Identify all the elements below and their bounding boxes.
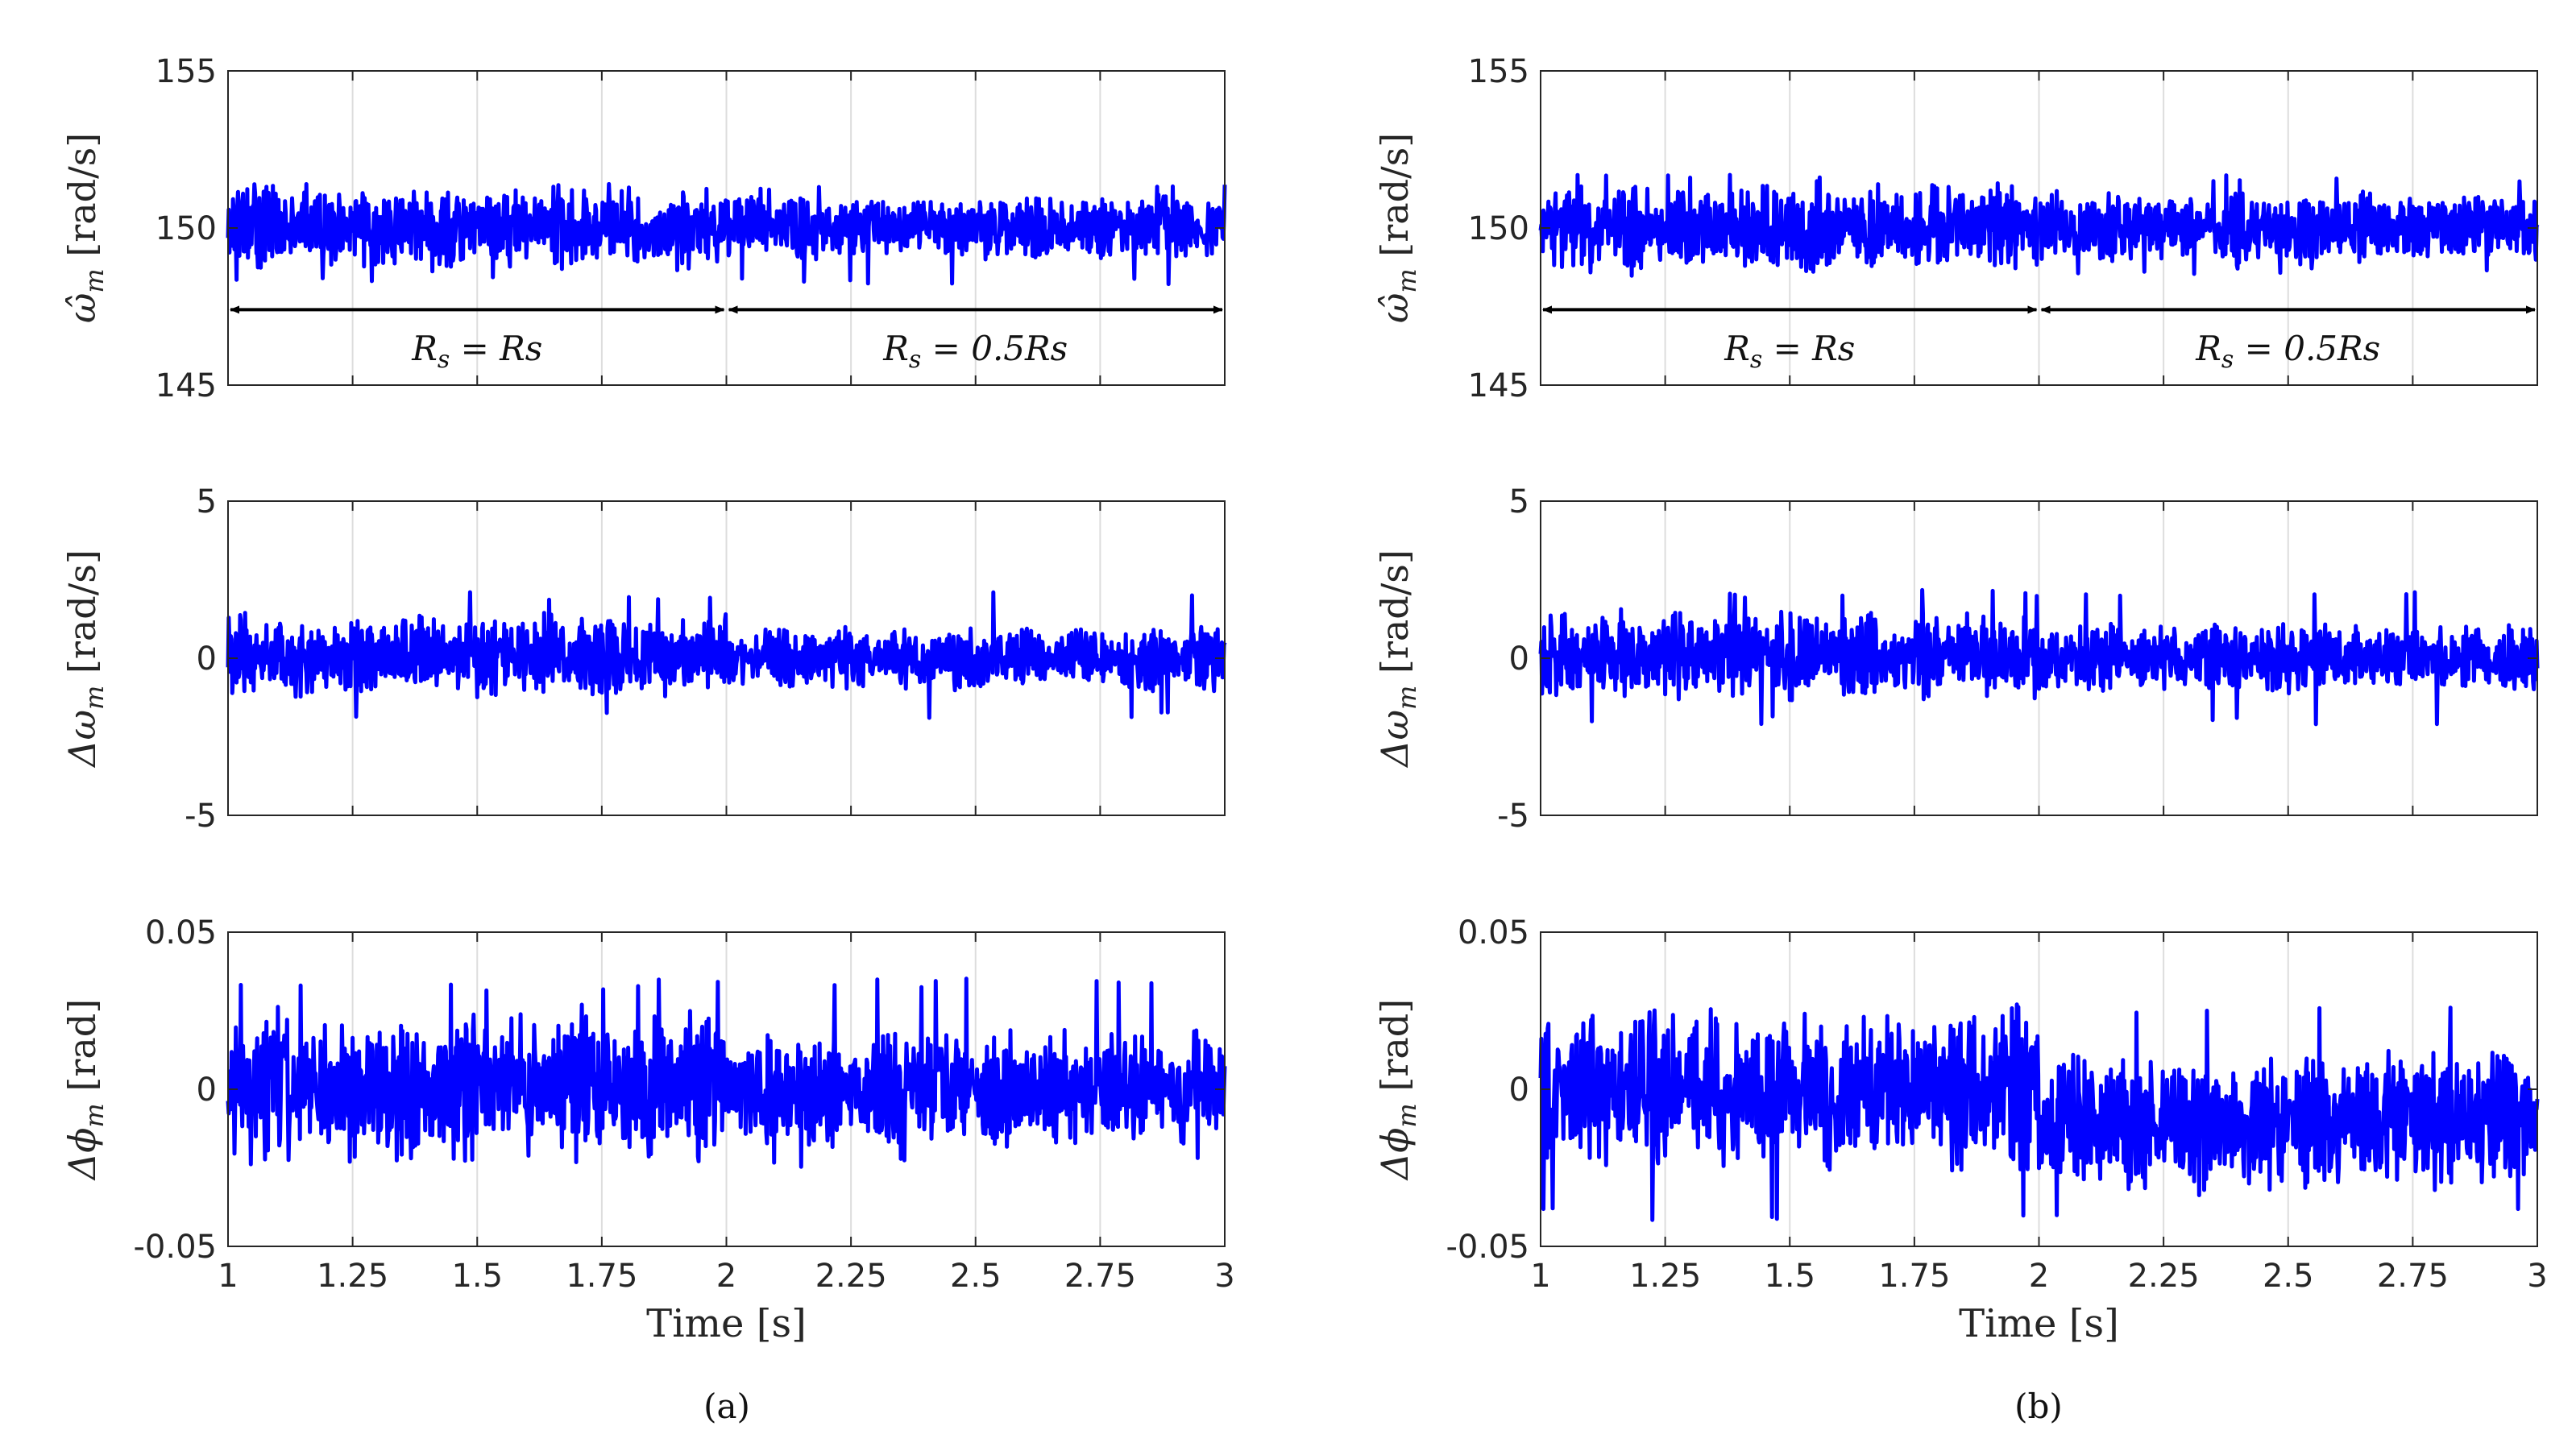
y-tick-label: 0 (197, 641, 217, 678)
annotation-label: Rs = Rs (1724, 329, 1855, 374)
y-tick-label: -5 (185, 798, 217, 835)
x-tick-label: 2.5 (950, 1258, 1002, 1295)
y-tick-label: 0 (197, 1072, 217, 1109)
annotation-label: Rs = Rs (411, 329, 542, 374)
y-axis-label: Δϕm [rad] (60, 999, 110, 1181)
y-axis-label: Δωm [rad/s] (1373, 549, 1422, 769)
x-tick-label: 3 (1214, 1258, 1234, 1295)
x-tick-label: 1.75 (566, 1258, 637, 1295)
chart-b-omega: 145 150 155 ω̂m [rad/s] Rs = Rs Rs = 0.5Rs (1373, 53, 2540, 404)
chart-a-dphi: 1 1.25 1.5 1.75 2 2.25 2.5 2.75 3 -0.05 0 0.05 Δϕm [… (60, 914, 1235, 1346)
y-tick-label: 155 (156, 53, 217, 90)
x-axis-label: Time [s] (1959, 1301, 2119, 1346)
caption-a: (a) (703, 1387, 750, 1426)
x-tick-label: 1 (218, 1258, 238, 1295)
y-tick-label: 145 (1468, 367, 1529, 404)
signal-line (226, 976, 1227, 1169)
signal-line (226, 590, 1227, 720)
y-tick-label: 5 (1509, 483, 1529, 520)
x-tick-label: 2.25 (2128, 1258, 2200, 1295)
x-tick-label: 2.75 (1064, 1258, 1136, 1295)
y-tick-label: 145 (156, 367, 217, 404)
x-tick-label: 2.25 (815, 1258, 887, 1295)
x-tick-label: 2 (2029, 1258, 2049, 1295)
chart-a-domega: -5 0 5 Δωm [rad/s] (60, 483, 1227, 835)
y-tick-label: -5 (1497, 798, 1529, 835)
signal-line (1538, 172, 2540, 278)
x-tick-label: 2 (716, 1258, 736, 1295)
x-tick-label: 2.75 (2377, 1258, 2449, 1295)
x-tick-label: 1.5 (1764, 1258, 1815, 1295)
x-axis-label: Time [s] (646, 1301, 807, 1346)
y-tick-label: 0.05 (145, 914, 217, 951)
y-tick-label: 150 (156, 210, 217, 247)
y-tick-label: 0.05 (1458, 914, 1529, 951)
y-tick-label: -0.05 (134, 1229, 218, 1266)
signal-line (1538, 1002, 2540, 1222)
y-axis-label: Δϕm [rad] (1373, 999, 1422, 1181)
x-tick-label: 1.75 (1878, 1258, 1950, 1295)
y-axis-label: ω̂m [rad/s] (60, 133, 110, 323)
x-tick-label: 1.5 (451, 1258, 503, 1295)
y-axis-label: Δωm [rad/s] (60, 549, 110, 769)
signal-line (1538, 587, 2540, 727)
chart-b-domega: -5 0 5 Δωm [rad/s] (1373, 483, 2540, 835)
x-tick-label: 1.25 (317, 1258, 388, 1295)
chart-b-dphi: 1 1.25 1.5 1.75 2 2.25 2.5 2.75 3 -0.05 0 0.05 Δϕm [… (1373, 914, 2548, 1346)
x-tick-label: 3 (2527, 1258, 2547, 1295)
x-tick-label: 1 (1530, 1258, 1550, 1295)
y-axis-label: ω̂m [rad/s] (1373, 133, 1422, 323)
x-tick-label: 1.25 (1629, 1258, 1701, 1295)
y-tick-label: -0.05 (1446, 1229, 1530, 1266)
chart-a-omega: 145 150 155 ω̂m [rad/s] Rs = Rs Rs = 0.5Rs (60, 53, 1227, 404)
y-tick-label: 150 (1468, 210, 1529, 247)
caption-b: (b) (2014, 1387, 2063, 1426)
annotation-label: Rs = 0.5Rs (882, 329, 1068, 374)
y-tick-label: 0 (1509, 1072, 1529, 1109)
x-tick-label: 2.5 (2263, 1258, 2314, 1295)
annotation-label: Rs = 0.5Rs (2195, 329, 2380, 374)
y-tick-label: 0 (1509, 641, 1529, 678)
y-tick-label: 5 (197, 483, 217, 520)
signal-line (226, 182, 1227, 287)
y-tick-label: 155 (1468, 53, 1529, 90)
